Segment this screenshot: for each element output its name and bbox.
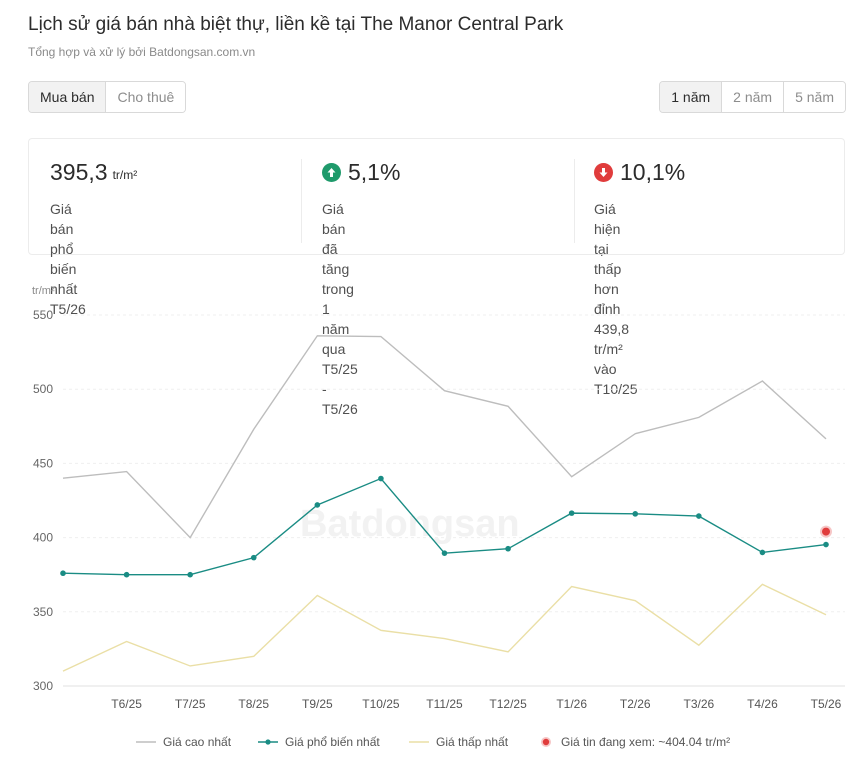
stat-divider (301, 159, 302, 243)
series-point (250, 554, 257, 561)
listing-type-toggle: Mua bán Cho thuê (28, 81, 187, 113)
watermark-text: Batdongsan (300, 503, 520, 545)
series-point (696, 513, 702, 519)
stat-price-value: 395,3 (50, 159, 108, 185)
range-2-years[interactable]: 2 năm (721, 82, 784, 112)
x-tick-label: T2/26 (620, 697, 651, 711)
series-point (187, 571, 193, 578)
tab-rent[interactable]: Cho thuê (105, 82, 186, 112)
range-1-year[interactable]: 1 năm (660, 82, 722, 112)
stat-price-unit: tr/m² (112, 168, 138, 182)
x-tick-label: T1/26 (556, 697, 587, 711)
stat-change-desc: Giá bán đã tăng trong 1 năm qua (322, 201, 354, 357)
x-tick-label: T10/25 (362, 697, 400, 711)
x-tick-label: T8/25 (238, 697, 269, 711)
y-tick-label: 500 (33, 382, 53, 396)
y-axis-unit-label: tr/m² (32, 285, 55, 297)
y-tick-label: 300 (33, 679, 53, 693)
legend-item-current[interactable]: Giá tin đang xem: ~404.04 tr/m² (540, 735, 730, 749)
x-tick-label: T5/26 (811, 697, 842, 711)
stat-divider (574, 159, 575, 243)
legend-item-low[interactable]: Giá thấp nhất (409, 735, 508, 749)
x-tick-label: T7/25 (175, 697, 206, 711)
tab-buy[interactable]: Mua bán (29, 82, 106, 112)
stat-change-value: 5,1% (348, 159, 401, 185)
series-point (568, 510, 575, 516)
price-history-chart: tr/m² 300 350 400 450 500 550 Batdongsan T6/25 T7… (32, 285, 845, 711)
stat-change-period: T5/25 - T5/26 (322, 361, 358, 417)
x-tick-label: T9/25 (302, 697, 333, 711)
time-range-toggle: 1 năm 2 năm 5 năm (659, 81, 846, 113)
series-point (314, 502, 321, 508)
legend-label-low: Giá thấp nhất (436, 735, 509, 749)
series-point (441, 550, 448, 556)
x-tick-label: T11/25 (426, 697, 463, 711)
legend-item-high[interactable]: Giá cao nhất (136, 735, 231, 749)
price-stats-panel: 395,3 tr/m² Giá bán phổ biến nhất T5/26 … (28, 138, 845, 417)
chart-legend: Giá cao nhất Giá phổ biến nhất Giá thấp … (0, 735, 867, 755)
page-subtitle: Tổng hợp và xử lý bởi Batdongsan.com.vn (28, 45, 256, 59)
stat-peak-desc: Giá hiện tại thấp hơn đỉnh 439,8 (594, 201, 630, 337)
arrow-down-icon (594, 163, 613, 182)
page-title: Lịch sử giá bán nhà biệt thự, liền kề tạ… (28, 14, 564, 35)
series-point (60, 570, 66, 577)
y-tick-label: 550 (33, 308, 53, 322)
series-line-0 (62, 335, 827, 539)
x-tick-label: T3/26 (683, 697, 714, 711)
y-tick-label: 400 (33, 531, 53, 545)
range-5-years[interactable]: 5 năm (783, 82, 845, 112)
series-point (823, 541, 829, 548)
legend-item-common[interactable]: Giá phổ biến nhất (258, 735, 380, 749)
y-tick-label: 350 (33, 605, 53, 619)
series-point (123, 571, 130, 578)
arrow-up-icon (322, 163, 341, 182)
series-point (378, 475, 384, 482)
stat-price-desc: Giá bán phổ biến nhất T5/26 (50, 201, 86, 317)
legend-label-high: Giá cao nhất (163, 735, 232, 749)
series-line-2 (62, 583, 827, 672)
current-price-point (822, 527, 830, 536)
x-tick-label: T6/25 (111, 697, 142, 711)
series-point (505, 545, 511, 552)
legend-label-common: Giá phổ biến nhất (285, 735, 380, 749)
stat-peak-value: 10,1% (620, 159, 686, 185)
series-point (632, 511, 639, 517)
legend-label-current: Giá tin đang xem: ~404.04 tr/m² (561, 735, 731, 749)
x-tick-label: T12/25 (489, 697, 527, 711)
y-tick-label: 450 (33, 456, 53, 470)
series-point (759, 549, 766, 556)
x-tick-label: T4/26 (747, 697, 778, 711)
